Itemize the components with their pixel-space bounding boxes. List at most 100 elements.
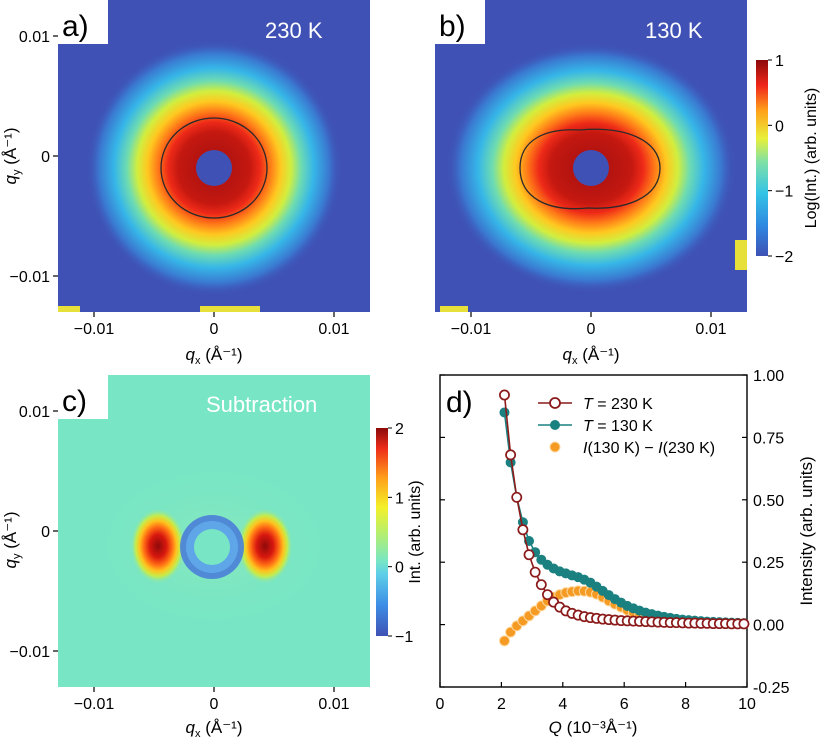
legend-marker-230k [549,397,561,409]
panel-b: b) 130 K −0.01 0 0.01 qx (Å⁻¹) 1 0 −1 −2 Log(… [435,0,820,367]
data-point-230k [517,524,529,536]
y-tick-label: 0.25 [753,555,784,572]
legend-label-230k: T = 230 K [583,396,653,413]
x-tick-label: 0 [210,696,219,713]
x-tick-label: −0.01 [74,321,115,338]
panel-b-label: b) [439,10,466,43]
panel-c: c) Subtraction −0.01 0 0.01 −0.01 0 0.01 qx (… [1,375,424,740]
panel-d-xlabel: Q (10⁻³Å⁻¹) [549,718,638,737]
colorbar-tick-label: −1 [395,629,413,646]
panel-b-edge-pixels [440,306,468,312]
panel-b-annotation: 130 K [645,18,703,43]
colorbar-tick-label: −2 [775,249,793,266]
x-tick-label: 6 [620,696,629,713]
colorbar-log-ticks: 1 0 −1 −2 [768,53,793,266]
panel-a-label-box [58,0,108,44]
panel-a-annotation: 230 K [265,18,323,43]
data-point-230k [529,566,541,578]
colorbar-log [756,60,768,256]
x-tick-label: 2 [497,696,506,713]
y-tick-label: -0.25 [753,680,790,697]
panel-b-xlabel: qx (Å⁻¹) [563,345,620,367]
x-tick-label: −0.01 [451,321,492,338]
data-point-230k [542,589,553,601]
panel-d-ylabel: Intensity (arb. units) [797,456,816,605]
y-tick-label: −0.01 [10,269,51,286]
panel-c-xlabel: qx (Å⁻¹) [186,718,243,740]
panel-a-contour [160,117,268,219]
panel-a-beamstop [196,150,232,186]
panel-a-label: a) [62,10,89,43]
panel-b-heatmap [440,43,747,312]
panel-c-beamstop [194,529,230,565]
legend-label-130k: T = 130 K [583,418,653,435]
colorbar-log-label: Log(Int.) (arb. units) [803,88,820,229]
data-point-difference [498,635,510,647]
data-point-230k [511,491,523,503]
panel-b-beamstop [573,150,609,186]
panel-d-frame [439,374,748,688]
x-tick-label: 0 [210,321,219,338]
colorbar-tick-label: 0 [395,560,404,577]
colorbar-tick-label: 1 [395,490,404,507]
panel-a-xlabel: qx (Å⁻¹) [186,345,243,367]
colorbar-diff-label: Int. (arb. units) [407,480,424,583]
data-point-230k [523,549,535,561]
panel-c-annotation: Subtraction [206,392,317,417]
legend-marker-diff [549,441,561,453]
panel-a-ticks: −0.01 0 0.01 −0.01 0 0.01 [10,29,350,338]
panel-a-edge-pixels [58,306,80,312]
panel-b-ticks: −0.01 0 0.01 [451,312,727,338]
data-point-130k [499,407,510,418]
data-point-230k [499,389,510,401]
panel-c-label: c) [62,385,87,418]
colorbar-tick-label: −1 [775,184,793,201]
panel-d-legend: T = 230 K T = 130 K I(130 K) − I(230 K) [538,396,715,457]
y-tick-label: 0.50 [753,493,784,510]
x-tick-label: 4 [558,696,567,713]
panel-a-ylabel: qy (Å⁻¹) [1,128,23,185]
y-tick-label: 0.75 [753,430,784,447]
panel-a-heatmap [58,40,342,312]
y-tick-label: −0.01 [10,644,51,661]
panel-c-ticks: −0.01 0 0.01 −0.01 0 0.01 [10,404,350,713]
panel-d-series [498,389,750,647]
panel-a-edge-pixels-2 [200,306,260,312]
legend-marker-130k [550,420,560,430]
panel-b-label-box [435,0,485,44]
panel-c-ylabel: qy (Å⁻¹) [1,512,23,569]
panel-a: a) 230 K −0.01 0 0.01 −0.01 0 0.01 qx (Å⁻¹) q… [1,0,370,367]
colorbar-diff-ticks: 2 1 0 −1 [388,421,413,646]
x-tick-label: 0.01 [318,696,349,713]
panel-d: 0 2 4 6 8 10 1.00 0.75 0.50 0.25 0.00 -0.25 d) T = … [436,368,816,737]
data-point-230k [738,618,750,630]
x-tick-label: 0.01 [695,321,726,338]
y-tick-label: 0.00 [753,618,784,635]
y-tick-label: 1.00 [753,368,784,385]
colorbar-tick-label: 1 [775,53,784,70]
panel-c-right-lobe [237,508,293,584]
x-tick-label: 0.01 [318,321,349,338]
data-point-230k [535,579,547,591]
y-tick-label: 0.01 [19,404,50,421]
colorbar-tick-label: 2 [395,421,404,438]
panel-c-label-box [58,375,108,419]
colorbar-tick-label: 0 [775,118,784,135]
x-tick-label: 0 [587,321,596,338]
colorbar-diff [376,428,388,636]
y-tick-label: 0 [41,524,50,541]
legend-label-diff: I(130 K) − I(230 K) [583,440,715,457]
panel-d-ticks: 0 2 4 6 8 10 1.00 0.75 0.50 0.25 0.00 -0.25 [436,368,790,713]
panel-c-heatmap [84,456,344,636]
panel-b-edge-pixels-2 [735,240,747,270]
data-point-130k [505,457,516,468]
x-tick-label: 10 [738,696,756,713]
panel-b-contour [519,128,661,210]
x-tick-label: 0 [436,696,445,713]
panel-d-label: d) [446,386,473,419]
data-point-230k [505,449,517,461]
y-tick-label: 0.01 [19,29,50,46]
x-tick-label: −0.01 [74,696,115,713]
panel-c-left-lobe [130,508,186,584]
